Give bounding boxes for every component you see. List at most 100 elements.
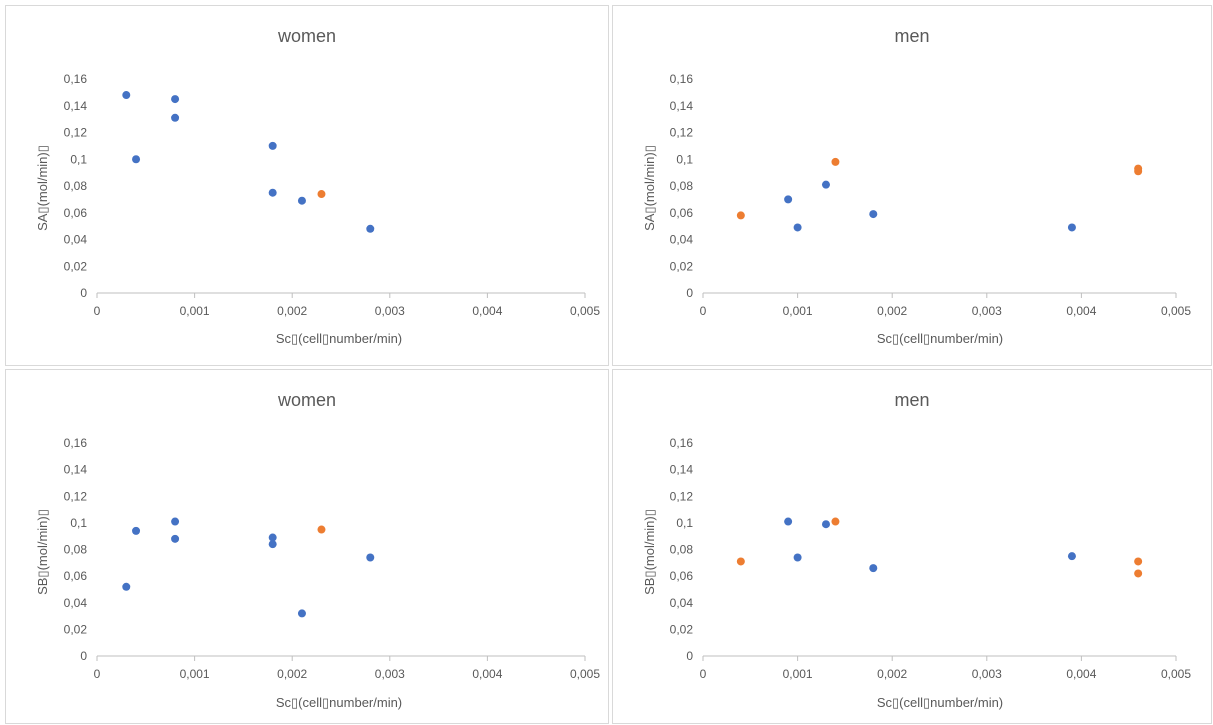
y-axis-label: SB▯(mol/min)▯ — [642, 509, 657, 595]
y-tick-label: 0,08 — [64, 179, 88, 193]
chart-title: men — [894, 26, 930, 46]
x-tick-label: 0 — [94, 667, 101, 681]
chart-panel-women-sb: women 0 0,02 0,04 0,06 0,08 0,1 0,12 0,14 0,16 0 0… — [5, 369, 609, 724]
data-point — [784, 195, 793, 204]
x-tick-label: 0,003 — [375, 667, 405, 681]
x-axis-label: Sc▯(cell▯number/min) — [275, 331, 403, 346]
y-tick-label: 0,16 — [64, 72, 88, 86]
x-axis-label: Sc▯(cell▯number/min) — [876, 695, 1004, 710]
chart-title: women — [277, 26, 337, 46]
x-tick-label: 0,003 — [972, 304, 1002, 318]
y-tick-label: 0,14 — [64, 99, 88, 113]
data-point — [132, 155, 141, 164]
y-tick-label: 0,04 — [64, 596, 88, 610]
y-tick-label: 0,08 — [64, 543, 88, 557]
x-tick-label: 0,003 — [375, 304, 405, 318]
x-tick-label: 0,004 — [1066, 304, 1096, 318]
x-tick-label: 0 — [700, 304, 707, 318]
data-point — [171, 95, 180, 104]
y-tick-label: 0,08 — [670, 179, 694, 193]
x-axis-label: Sc▯(cell▯number/min) — [876, 331, 1004, 346]
y-tick-label: 0,02 — [64, 622, 88, 636]
y-tick-label: 0,14 — [64, 463, 88, 477]
data-point — [122, 91, 131, 100]
y-tick-label: 0,02 — [670, 622, 694, 636]
chart-title: men — [894, 390, 930, 410]
y-tick-label: 0,06 — [64, 569, 88, 583]
y-tick-label: 0,12 — [64, 126, 88, 140]
data-point — [132, 526, 141, 535]
x-tick-label: 0,002 — [277, 304, 307, 318]
data-point — [366, 553, 375, 562]
data-point — [784, 517, 793, 526]
x-tick-label: 0,004 — [1066, 667, 1096, 681]
data-point — [1134, 569, 1143, 578]
y-axis-label: SA▯(mol/min)▯ — [642, 145, 657, 231]
y-tick-label: 0,04 — [670, 233, 694, 247]
y-tick-label: 0,06 — [64, 206, 88, 220]
y-tick-label: 0,12 — [64, 489, 88, 503]
y-tick-label: 0,16 — [670, 436, 694, 450]
x-tick-label: 0,005 — [1161, 667, 1191, 681]
y-tick-label: 0 — [686, 286, 693, 300]
y-tick-label: 0,06 — [670, 569, 694, 583]
chart-panel-men-sa: men 0 0,02 0,04 0,06 0,08 0,1 0,12 0,14 0,16 0 0,0… — [612, 5, 1212, 366]
x-tick-label: 0,001 — [180, 304, 210, 318]
x-tick-label: 0,005 — [570, 667, 600, 681]
data-point — [821, 180, 830, 189]
y-axis-label: SA▯(mol/min)▯ — [35, 145, 50, 231]
scatter-plot: 0 0,02 0,04 0,06 0,08 0,1 0,12 0,14 0,16 0 0,001 0,… — [670, 72, 1192, 318]
scatter-plot: 0 0,02 0,04 0,06 0,08 0,1 0,12 0,14 0,16 0 0,001 0,… — [64, 436, 601, 681]
x-tick-label: 0 — [94, 304, 101, 318]
scatter-plot: 0 0,02 0,04 0,06 0,08 0,1 0,12 0,14 0,16 0 0,001 0,… — [670, 436, 1192, 681]
y-tick-label: 0,16 — [670, 72, 694, 86]
y-tick-label: 0,1 — [70, 152, 87, 166]
data-point — [268, 188, 277, 197]
chart-title: women — [277, 390, 337, 410]
data-point — [831, 517, 840, 526]
data-point — [736, 557, 745, 566]
x-tick-label: 0,002 — [877, 667, 907, 681]
y-tick-label: 0,12 — [670, 126, 694, 140]
y-tick-label: 0 — [80, 649, 87, 663]
data-point — [793, 553, 802, 562]
data-point — [793, 223, 802, 232]
x-tick-label: 0,003 — [972, 667, 1002, 681]
x-tick-label: 0 — [700, 667, 707, 681]
data-point — [171, 517, 180, 526]
y-tick-label: 0,04 — [64, 233, 88, 247]
x-tick-label: 0,002 — [877, 304, 907, 318]
x-tick-label: 0,005 — [570, 304, 600, 318]
data-point — [268, 141, 277, 150]
data-point — [171, 113, 180, 122]
x-tick-label: 0,005 — [1161, 304, 1191, 318]
y-tick-label: 0 — [686, 649, 693, 663]
data-point — [869, 564, 878, 573]
data-point — [366, 224, 375, 233]
data-point — [831, 157, 840, 166]
data-point — [869, 210, 878, 219]
scatter-plot: 0 0,02 0,04 0,06 0,08 0,1 0,12 0,14 0,16 0 0,001 0,… — [64, 72, 601, 318]
data-point — [297, 609, 306, 618]
data-point — [1134, 167, 1143, 176]
data-point — [122, 582, 131, 591]
data-point — [268, 533, 277, 542]
data-point — [736, 211, 745, 220]
y-axis-label: SB▯(mol/min)▯ — [35, 509, 50, 595]
data-point — [1134, 557, 1143, 566]
y-tick-label: 0 — [80, 286, 87, 300]
y-tick-label: 0,02 — [670, 259, 694, 273]
y-tick-label: 0,06 — [670, 206, 694, 220]
x-tick-label: 0,001 — [783, 667, 813, 681]
y-tick-label: 0,12 — [670, 489, 694, 503]
y-tick-label: 0,1 — [676, 516, 693, 530]
x-tick-label: 0,001 — [783, 304, 813, 318]
data-point — [821, 520, 830, 529]
data-point — [171, 534, 180, 543]
y-tick-label: 0,08 — [670, 543, 694, 557]
x-tick-label: 0,004 — [472, 304, 502, 318]
data-point — [317, 525, 326, 534]
y-tick-label: 0,14 — [670, 99, 694, 113]
y-tick-label: 0,1 — [70, 516, 87, 530]
x-axis-label: Sc▯(cell▯number/min) — [275, 695, 403, 710]
